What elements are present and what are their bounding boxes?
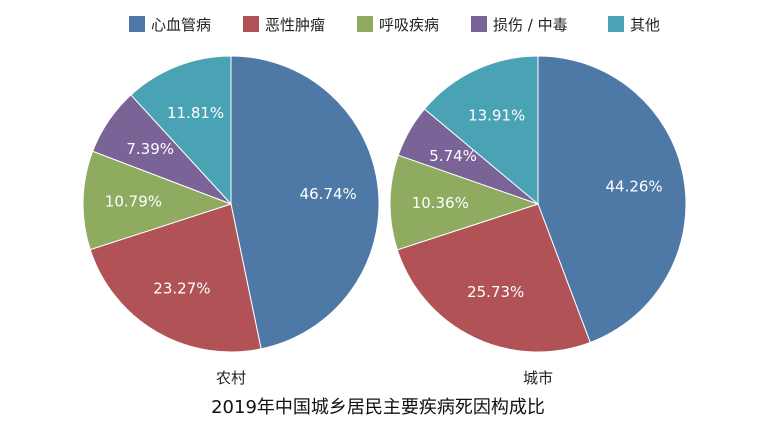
legend-swatch bbox=[243, 16, 259, 32]
pie-slice bbox=[396, 203, 591, 353]
chart-title: 2019年中国城乡居民主要疾病死因构成比 bbox=[211, 397, 545, 418]
legend-swatch bbox=[608, 16, 624, 32]
slice-value-label: 5.74% bbox=[429, 147, 477, 165]
pie-slice bbox=[423, 55, 539, 206]
slice-value-label: 46.74% bbox=[300, 185, 357, 203]
legend-label: 恶性肿瘤 bbox=[265, 16, 325, 34]
slice-value-label: 23.27% bbox=[153, 280, 210, 298]
pie-slice bbox=[389, 154, 540, 251]
legend-swatch bbox=[357, 16, 373, 32]
legend: 心血管病 恶性肿瘤 呼吸疾病 损伤 / 中毒 其他 bbox=[129, 16, 660, 34]
legend-swatch bbox=[129, 16, 145, 32]
slice-value-label: 10.79% bbox=[105, 193, 162, 211]
pie-caption: 农村 bbox=[216, 369, 246, 387]
pie-slice bbox=[130, 55, 232, 206]
slice-value-label: 13.91% bbox=[468, 107, 525, 125]
slice-value-label: 10.36% bbox=[412, 194, 469, 212]
pie-slice bbox=[89, 203, 262, 353]
slice-value-label: 44.26% bbox=[605, 178, 662, 196]
pie-urban: 44.26% 25.73% 10.36% 5.74% 13.91% 城市 bbox=[389, 55, 687, 387]
pie-rural: 46.74% 23.27% 10.79% 7.39% 11.81% 农村 bbox=[82, 55, 380, 387]
slice-value-label: 11.81% bbox=[167, 104, 224, 122]
legend-swatch bbox=[471, 16, 487, 32]
pie-charts: 46.74% 23.27% 10.79% 7.39% 11.81% 农村 44.26% 25.… bbox=[82, 55, 687, 387]
pie-slice bbox=[537, 55, 687, 344]
legend-label: 心血管病 bbox=[151, 16, 211, 34]
slice-value-label: 7.39% bbox=[126, 140, 174, 158]
pie-caption: 城市 bbox=[523, 369, 553, 387]
pie-slice bbox=[82, 150, 233, 251]
slice-value-label: 25.73% bbox=[467, 283, 524, 301]
legend-label: 其他 bbox=[630, 16, 660, 34]
legend-label: 损伤 / 中毒 bbox=[493, 16, 568, 34]
pie-slice bbox=[230, 55, 380, 350]
legend-label: 呼吸疾病 bbox=[379, 16, 439, 34]
